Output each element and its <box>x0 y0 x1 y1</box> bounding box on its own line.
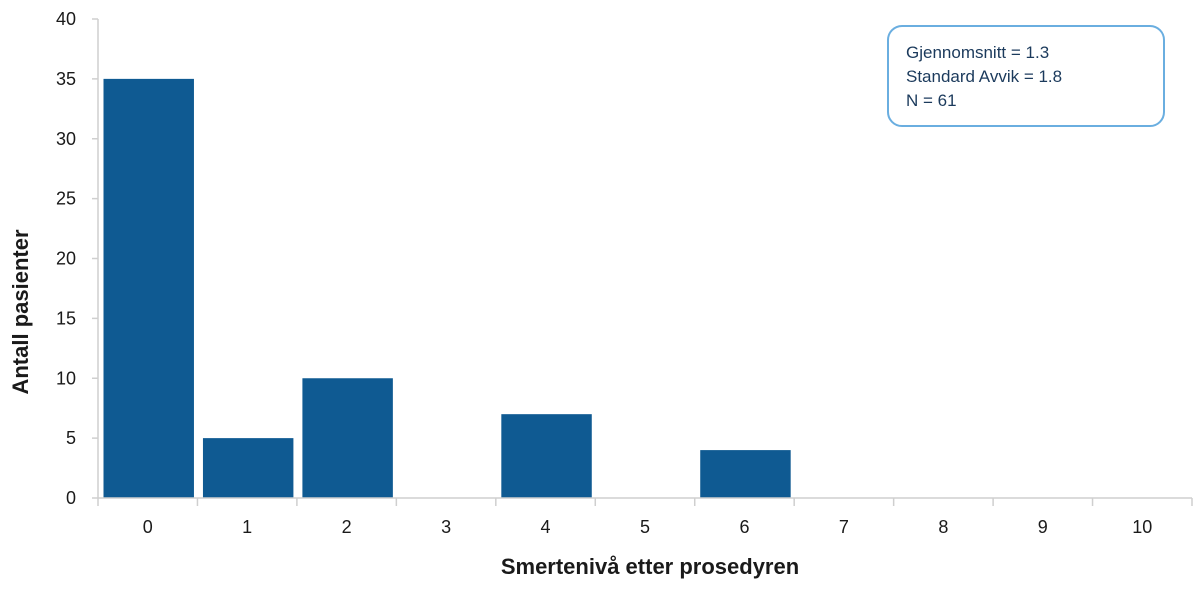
bar-1 <box>202 438 294 498</box>
y-tick-label: 25 <box>56 189 76 209</box>
x-tick-label-10: 10 <box>1132 517 1152 537</box>
statistics-mean: Gjennomsnitt = 1.3 <box>906 43 1049 62</box>
x-tick-label-7: 7 <box>839 517 849 537</box>
x-tick-label-6: 6 <box>739 517 749 537</box>
x-tick-label-3: 3 <box>441 517 451 537</box>
bars-group <box>103 78 791 498</box>
statistics-count: N = 61 <box>906 91 957 110</box>
y-tick-label: 20 <box>56 249 76 269</box>
x-tick-label-5: 5 <box>640 517 650 537</box>
bar-2 <box>302 378 393 498</box>
statistics-std-dev: Standard Avvik = 1.8 <box>906 67 1062 86</box>
x-tick-label-4: 4 <box>541 517 551 537</box>
y-tick-label: 5 <box>66 428 76 448</box>
x-tick-label-1: 1 <box>242 517 252 537</box>
statistics-box-frame <box>887 25 1165 127</box>
x-axis-title: Smertenivå etter prosedyren <box>501 554 799 579</box>
bar-6 <box>700 450 791 498</box>
y-axis-title: Antall pasienter <box>8 229 33 394</box>
y-tick-label: 30 <box>56 129 76 149</box>
x-tick-label-9: 9 <box>1038 517 1048 537</box>
statistics-annotation-box: Gjennomsnitt = 1.3 Standard Avvik = 1.8 … <box>887 25 1165 127</box>
bar-0 <box>103 78 194 498</box>
y-tick-label: 15 <box>56 308 76 328</box>
bar-4 <box>501 414 592 498</box>
y-axis-ticks: 0 5 10 15 20 25 30 35 40 <box>56 9 98 508</box>
x-tick-label-8: 8 <box>938 517 948 537</box>
y-tick-label: 0 <box>66 488 76 508</box>
x-tick-label-2: 2 <box>342 517 352 537</box>
y-tick-label: 35 <box>56 69 76 89</box>
y-tick-label: 10 <box>56 368 76 388</box>
x-axis-ticks: 0 1 2 3 4 5 6 7 8 9 10 <box>97 498 1193 537</box>
y-tick-label: 40 <box>56 9 76 29</box>
x-tick-label-0: 0 <box>143 517 153 537</box>
